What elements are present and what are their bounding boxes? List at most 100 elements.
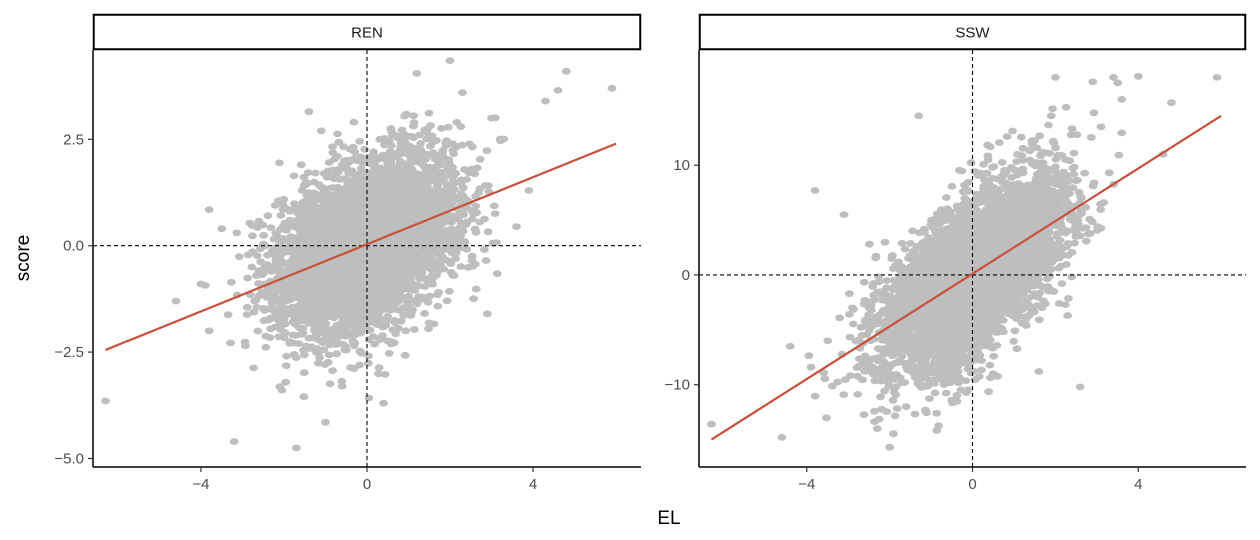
scatter-point (423, 298, 433, 306)
scatter-point (263, 212, 273, 220)
scatter-point (392, 249, 402, 256)
scatter-point (358, 210, 368, 217)
scatter-point (295, 255, 304, 262)
scatter-point (300, 351, 309, 359)
scatter-point (355, 138, 364, 145)
scatter-point (390, 290, 399, 298)
scatter-point (490, 210, 500, 218)
scatter-point (310, 298, 320, 305)
scatter-point (384, 270, 394, 278)
scatter-point (356, 223, 365, 231)
scatter-point (376, 193, 386, 201)
scatter-point (456, 123, 466, 130)
scatter-point (357, 164, 366, 172)
scatter-point (394, 306, 403, 314)
scatter-point (306, 194, 315, 202)
scatter-point (367, 185, 377, 192)
scatter-point (300, 294, 310, 302)
scatter-point (296, 161, 306, 169)
scatter-point (315, 315, 325, 322)
scatter-point (357, 298, 366, 305)
scatter-point (358, 285, 368, 292)
scatter-point (381, 227, 390, 235)
scatter-point (317, 196, 327, 204)
scatter-point (495, 135, 505, 143)
scatter-point (284, 261, 293, 269)
scatter-point (342, 160, 352, 168)
scatter-point (339, 185, 349, 193)
scatter-point (275, 301, 285, 309)
scatter-point (334, 323, 343, 330)
scatter-point (454, 214, 463, 222)
scatter-points (101, 57, 617, 452)
scatter-point (492, 239, 501, 247)
scatter-point (329, 288, 338, 296)
scatter-point (423, 180, 433, 187)
scatter-point (380, 141, 389, 149)
scatter-point (392, 267, 402, 275)
scatter-point (271, 229, 281, 237)
scatter-point (431, 163, 440, 171)
scatter-point (336, 211, 345, 218)
scatter-point (310, 270, 320, 278)
scatter-point (344, 210, 353, 218)
scatter-point (374, 364, 384, 372)
scatter-point (356, 329, 366, 337)
scatter-point (279, 195, 289, 203)
scatter-point (333, 169, 342, 177)
scatter-point (390, 317, 399, 324)
scatter-point (421, 192, 431, 200)
scatter-point (378, 218, 388, 226)
scatter-point (336, 332, 346, 340)
scatter-point (423, 231, 433, 238)
scatter-point (458, 184, 468, 192)
scatter-point (340, 346, 350, 354)
scatter-point (366, 215, 375, 223)
scatter-point (354, 291, 364, 299)
scatter-point (414, 293, 424, 300)
scatter-point (426, 122, 435, 129)
scatter-point (348, 337, 358, 345)
scatter-point (332, 350, 342, 358)
scatter-point (400, 352, 410, 359)
scatter-point (446, 191, 456, 199)
scatter-point (362, 232, 372, 240)
scatter-point (369, 159, 378, 167)
scatter-point (462, 245, 472, 253)
scatter-point (442, 297, 452, 305)
scatter-point (391, 283, 400, 291)
scatter-point (338, 175, 348, 183)
scatter-point (481, 182, 490, 189)
scatter-point (298, 198, 308, 206)
scatter-point (252, 272, 261, 279)
scatter-point (364, 291, 374, 298)
scatter-point (322, 173, 332, 181)
scatter-point (307, 309, 317, 317)
scatter-point (372, 321, 381, 328)
scatter-point (424, 325, 433, 333)
scatter-point (232, 229, 242, 237)
scatter-point (399, 250, 409, 257)
scatter-point (456, 232, 465, 240)
scatter-point (325, 341, 335, 349)
scatter-point (282, 352, 291, 360)
scatter-point (381, 322, 391, 329)
scatter-point (433, 182, 442, 190)
scatter-point (291, 321, 301, 329)
scatter-point (415, 131, 424, 139)
scatter-point (471, 193, 480, 200)
scatter-point (382, 186, 392, 194)
scatter-point (369, 148, 378, 156)
scatter-point (338, 340, 348, 348)
scatter-point (406, 157, 415, 165)
scatter-point (265, 334, 275, 341)
scatter-point (313, 336, 323, 343)
scatter-point (410, 287, 420, 294)
scatter-point (299, 393, 309, 401)
scatter-point (482, 147, 492, 155)
scatter-point (410, 181, 420, 189)
scatter-point (489, 202, 499, 210)
scatter-point (396, 317, 406, 325)
scatter-point (366, 204, 376, 212)
